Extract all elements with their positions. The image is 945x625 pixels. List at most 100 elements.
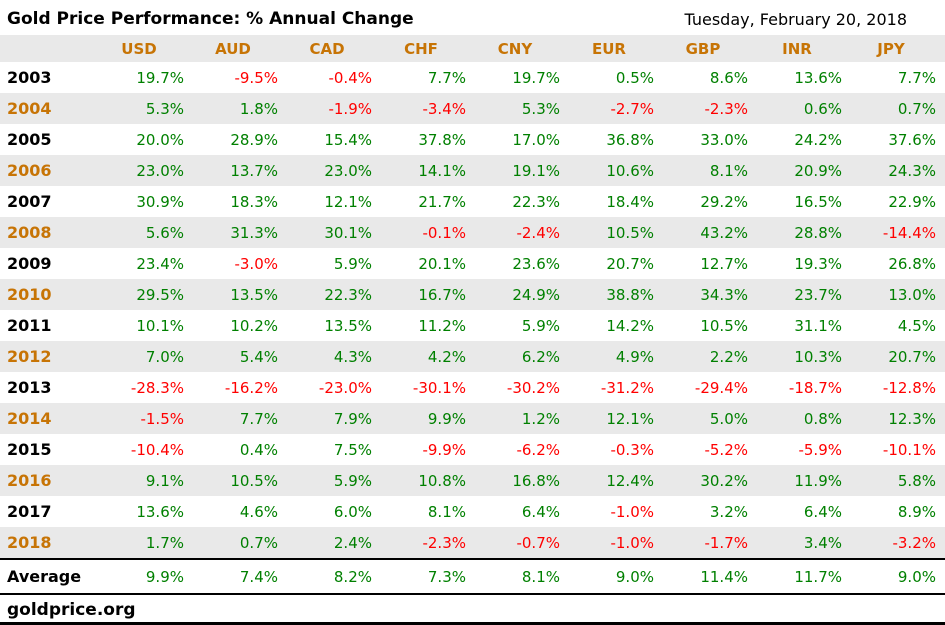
value-cell: -14.4%	[882, 223, 936, 242]
value-cell: 9.0%	[562, 558, 656, 595]
value-cell: -6.2%	[516, 440, 560, 459]
year-cell: 2018	[7, 533, 52, 552]
value-cell: 20.0%	[136, 130, 184, 149]
value-cell: -0.4%	[328, 68, 372, 87]
value-cell: -28.3%	[130, 378, 184, 397]
value-cell: 5.6%	[145, 223, 184, 242]
year-cell: 2005	[7, 130, 52, 149]
value-cell: -5.2%	[704, 440, 748, 459]
table-row-2006: 2006 23.0% 13.7% 23.0% 14.1% 19.1% 10.6% 8.1% 20…	[0, 155, 945, 186]
value-cell: 23.0%	[324, 161, 372, 180]
value-cell: 11.7%	[750, 558, 844, 595]
table-row-2015: 2015 -10.4% 0.4% 7.5% -9.9% -6.2% -0.3% -5.2% -5…	[0, 434, 945, 465]
value-cell: -1.9%	[328, 99, 372, 118]
value-cell: 12.7%	[700, 254, 748, 273]
value-cell: 4.5%	[897, 316, 936, 335]
value-cell: 37.6%	[888, 130, 936, 149]
value-cell: 19.7%	[136, 68, 184, 87]
value-cell: -2.3%	[422, 533, 466, 552]
value-cell: 20.1%	[418, 254, 466, 273]
year-cell: 2006	[7, 161, 52, 180]
year-cell: 2004	[7, 99, 52, 118]
value-cell: 19.7%	[512, 68, 560, 87]
value-cell: 7.7%	[427, 68, 466, 87]
value-cell: 3.2%	[709, 502, 748, 521]
value-cell: 43.2%	[700, 223, 748, 242]
value-cell: 13.6%	[794, 68, 842, 87]
gold-performance-table: USD AUD CAD CHF CNY EUR GBP INR JPY 2003 19.7% -9.…	[0, 35, 945, 595]
value-cell: 13.0%	[888, 285, 936, 304]
table-row-average: Average 9.9% 7.4% 8.2% 7.3% 8.1% 9.0% 11.4% 11.7…	[0, 558, 945, 595]
header-cell-cny: CNY	[497, 40, 533, 58]
value-cell: 5.9%	[333, 254, 372, 273]
value-cell: 0.7%	[239, 533, 278, 552]
value-cell: 34.3%	[700, 285, 748, 304]
average-label-cell: Average	[0, 558, 92, 595]
table-row-2011: 2011 10.1% 10.2% 13.5% 11.2% 5.9% 14.2% 10.5% 31…	[0, 310, 945, 341]
table-row-2014: 2014 -1.5% 7.7% 7.9% 9.9% 1.2% 12.1% 5.0% 0.8% 12…	[0, 403, 945, 434]
year-cell: 2007	[7, 192, 52, 211]
value-cell: 4.6%	[239, 502, 278, 521]
value-cell: 11.4%	[656, 558, 750, 595]
value-cell: -0.3%	[610, 440, 654, 459]
value-cell: 19.3%	[794, 254, 842, 273]
value-cell: -3.0%	[234, 254, 278, 273]
title-bar: Gold Price Performance: % Annual Change …	[0, 0, 945, 35]
value-cell: 8.6%	[709, 68, 748, 87]
value-cell: 4.3%	[333, 347, 372, 366]
value-cell: 6.4%	[521, 502, 560, 521]
value-cell: 0.4%	[239, 440, 278, 459]
value-cell: 8.1%	[427, 502, 466, 521]
value-cell: 18.4%	[606, 192, 654, 211]
header-cell-inr: INR	[782, 40, 812, 58]
value-cell: 10.3%	[794, 347, 842, 366]
value-cell: 13.5%	[230, 285, 278, 304]
value-cell: 0.5%	[615, 68, 654, 87]
value-cell: 24.3%	[888, 161, 936, 180]
value-cell: 2.4%	[333, 533, 372, 552]
value-cell: 7.0%	[145, 347, 184, 366]
value-cell: 16.8%	[512, 471, 560, 490]
value-cell: 19.1%	[512, 161, 560, 180]
table-row-2005: 2005 20.0% 28.9% 15.4% 37.8% 17.0% 36.8% 33.0% 2…	[0, 124, 945, 155]
year-cell: 2008	[7, 223, 52, 242]
value-cell: -1.0%	[610, 533, 654, 552]
value-cell: -1.5%	[140, 409, 184, 428]
value-cell: 10.2%	[230, 316, 278, 335]
value-cell: 5.0%	[709, 409, 748, 428]
value-cell: 9.9%	[427, 409, 466, 428]
value-cell: -16.2%	[224, 378, 278, 397]
value-cell: 23.6%	[512, 254, 560, 273]
value-cell: 31.1%	[794, 316, 842, 335]
value-cell: 7.5%	[333, 440, 372, 459]
value-cell: 20.7%	[606, 254, 654, 273]
value-cell: 6.0%	[333, 502, 372, 521]
value-cell: 31.3%	[230, 223, 278, 242]
table-row-2012: 2012 7.0% 5.4% 4.3% 4.2% 6.2% 4.9% 2.2% 10.3% 20.…	[0, 341, 945, 372]
value-cell: 16.5%	[794, 192, 842, 211]
value-cell: 4.9%	[615, 347, 654, 366]
header-cell-cad: CAD	[309, 40, 345, 58]
value-cell: 3.4%	[803, 533, 842, 552]
value-cell: -10.4%	[130, 440, 184, 459]
value-cell: 14.1%	[418, 161, 466, 180]
value-cell: 26.8%	[888, 254, 936, 273]
value-cell: 9.1%	[145, 471, 184, 490]
table-header-row: USD AUD CAD CHF CNY EUR GBP INR JPY	[0, 35, 945, 62]
value-cell: 7.3%	[374, 558, 468, 595]
value-cell: -9.9%	[422, 440, 466, 459]
table-row-2009: 2009 23.4% -3.0% 5.9% 20.1% 23.6% 20.7% 12.7% 19…	[0, 248, 945, 279]
header-cell-year	[0, 35, 92, 62]
value-cell: 13.7%	[230, 161, 278, 180]
value-cell: 5.9%	[521, 316, 560, 335]
value-cell: 2.2%	[709, 347, 748, 366]
table-row-2003: 2003 19.7% -9.5% -0.4% 7.7% 19.7% 0.5% 8.6% 13.6…	[0, 62, 945, 93]
value-cell: 9.9%	[92, 558, 186, 595]
value-cell: 30.9%	[136, 192, 184, 211]
value-cell: 12.1%	[606, 409, 654, 428]
value-cell: 14.2%	[606, 316, 654, 335]
value-cell: 13.5%	[324, 316, 372, 335]
value-cell: 12.1%	[324, 192, 372, 211]
value-cell: 33.0%	[700, 130, 748, 149]
value-cell: -9.5%	[234, 68, 278, 87]
